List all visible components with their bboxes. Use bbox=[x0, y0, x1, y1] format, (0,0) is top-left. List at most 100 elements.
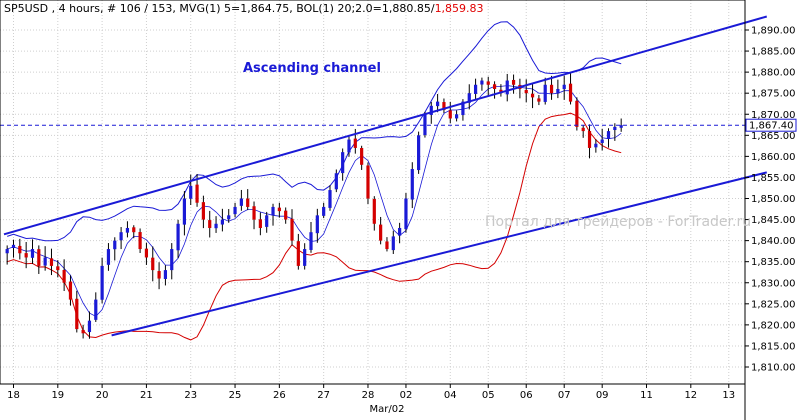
y-tick-label: 1,850.00 bbox=[751, 194, 796, 205]
candle-body bbox=[94, 299, 98, 320]
channel-lower-line bbox=[111, 171, 768, 337]
candle-body bbox=[170, 249, 174, 271]
candle bbox=[75, 290, 79, 333]
candle bbox=[410, 162, 414, 209]
candle-body bbox=[417, 135, 421, 171]
candle bbox=[163, 265, 168, 286]
candle-body bbox=[511, 79, 516, 85]
candle-body bbox=[398, 227, 402, 236]
candle-body bbox=[30, 249, 35, 258]
x-tick-label: 27 bbox=[317, 390, 330, 401]
candle bbox=[189, 174, 193, 206]
candle-body bbox=[385, 241, 389, 250]
candle-body bbox=[87, 320, 92, 333]
candle-body bbox=[43, 257, 47, 266]
candle-body bbox=[537, 98, 541, 102]
candle-body bbox=[524, 90, 528, 94]
candle-body bbox=[277, 207, 281, 212]
candle bbox=[454, 110, 459, 122]
candle-body bbox=[284, 210, 288, 220]
candle-body bbox=[562, 84, 566, 90]
candle-body bbox=[328, 190, 332, 208]
candle bbox=[417, 131, 421, 174]
candle-body bbox=[258, 219, 262, 228]
candle-body bbox=[429, 105, 433, 115]
x-tick-label: 07 bbox=[558, 390, 571, 401]
candle bbox=[398, 222, 402, 244]
candle bbox=[613, 123, 617, 141]
candle bbox=[492, 81, 497, 99]
y-tick-label: 1,855.00 bbox=[751, 173, 796, 184]
candle bbox=[106, 243, 111, 271]
candle bbox=[366, 162, 370, 205]
candle-body bbox=[341, 152, 345, 174]
candle bbox=[227, 209, 231, 223]
candle-body bbox=[252, 206, 256, 220]
candle-body bbox=[347, 139, 351, 153]
candle bbox=[157, 262, 161, 290]
candle bbox=[309, 222, 313, 253]
candle bbox=[214, 216, 218, 233]
candle bbox=[62, 259, 66, 291]
candle-body bbox=[18, 245, 22, 254]
candle bbox=[138, 228, 142, 254]
candle-body bbox=[473, 84, 478, 94]
candle-body bbox=[467, 93, 471, 103]
candle-body bbox=[461, 101, 465, 116]
candle-body bbox=[404, 198, 408, 230]
x-tick-label: 05 bbox=[482, 390, 495, 401]
symbol-label: SP5USD bbox=[4, 2, 48, 15]
candle bbox=[315, 208, 319, 243]
candle bbox=[543, 77, 547, 105]
y-tick-label: 1,810.00 bbox=[751, 363, 796, 374]
candle bbox=[600, 128, 604, 151]
x-tick-label: 21 bbox=[140, 390, 153, 401]
candle bbox=[334, 169, 338, 193]
candle bbox=[265, 211, 269, 233]
candle bbox=[296, 233, 300, 270]
candle bbox=[581, 125, 585, 138]
candle bbox=[100, 257, 104, 304]
candle bbox=[391, 230, 395, 254]
x-tick-label: 20 bbox=[96, 390, 109, 401]
candle-body bbox=[233, 206, 237, 215]
candle bbox=[277, 202, 281, 218]
candle bbox=[568, 72, 573, 105]
candle bbox=[56, 260, 60, 278]
candle bbox=[372, 196, 376, 231]
candle-body bbox=[581, 127, 585, 132]
candle-body bbox=[246, 198, 250, 207]
candle bbox=[303, 243, 307, 270]
candle-body bbox=[132, 227, 136, 233]
x-tick-label: 28 bbox=[362, 390, 375, 401]
candle bbox=[125, 221, 130, 238]
candle bbox=[208, 210, 212, 238]
candle bbox=[144, 242, 149, 265]
candle bbox=[11, 239, 16, 258]
candle-body bbox=[163, 270, 168, 279]
candle-body bbox=[436, 101, 440, 107]
y-tick-label: 1,825.00 bbox=[751, 299, 796, 310]
candle-body bbox=[606, 131, 611, 139]
y-tick-label: 1,870.00 bbox=[751, 110, 796, 121]
candle bbox=[322, 202, 326, 219]
candle-body bbox=[11, 244, 16, 248]
candle-body bbox=[315, 215, 319, 234]
candle-body bbox=[454, 114, 459, 119]
candle bbox=[49, 248, 54, 276]
candle-body bbox=[56, 266, 60, 271]
price-tag: 1,867.40 bbox=[745, 118, 797, 132]
candle bbox=[170, 243, 174, 280]
bollinger-lower bbox=[7, 112, 622, 341]
candle bbox=[379, 216, 383, 245]
candle bbox=[24, 242, 28, 269]
candle bbox=[486, 76, 490, 96]
candle bbox=[151, 246, 155, 282]
candle bbox=[132, 225, 136, 239]
candle-body bbox=[75, 298, 79, 330]
candle-body bbox=[379, 224, 383, 241]
candle-body bbox=[530, 93, 535, 98]
y-tick-label: 1,820.00 bbox=[751, 320, 796, 331]
y-tick-label: 1,845.00 bbox=[751, 215, 796, 226]
y-tick-label: 1,835.00 bbox=[751, 257, 796, 268]
